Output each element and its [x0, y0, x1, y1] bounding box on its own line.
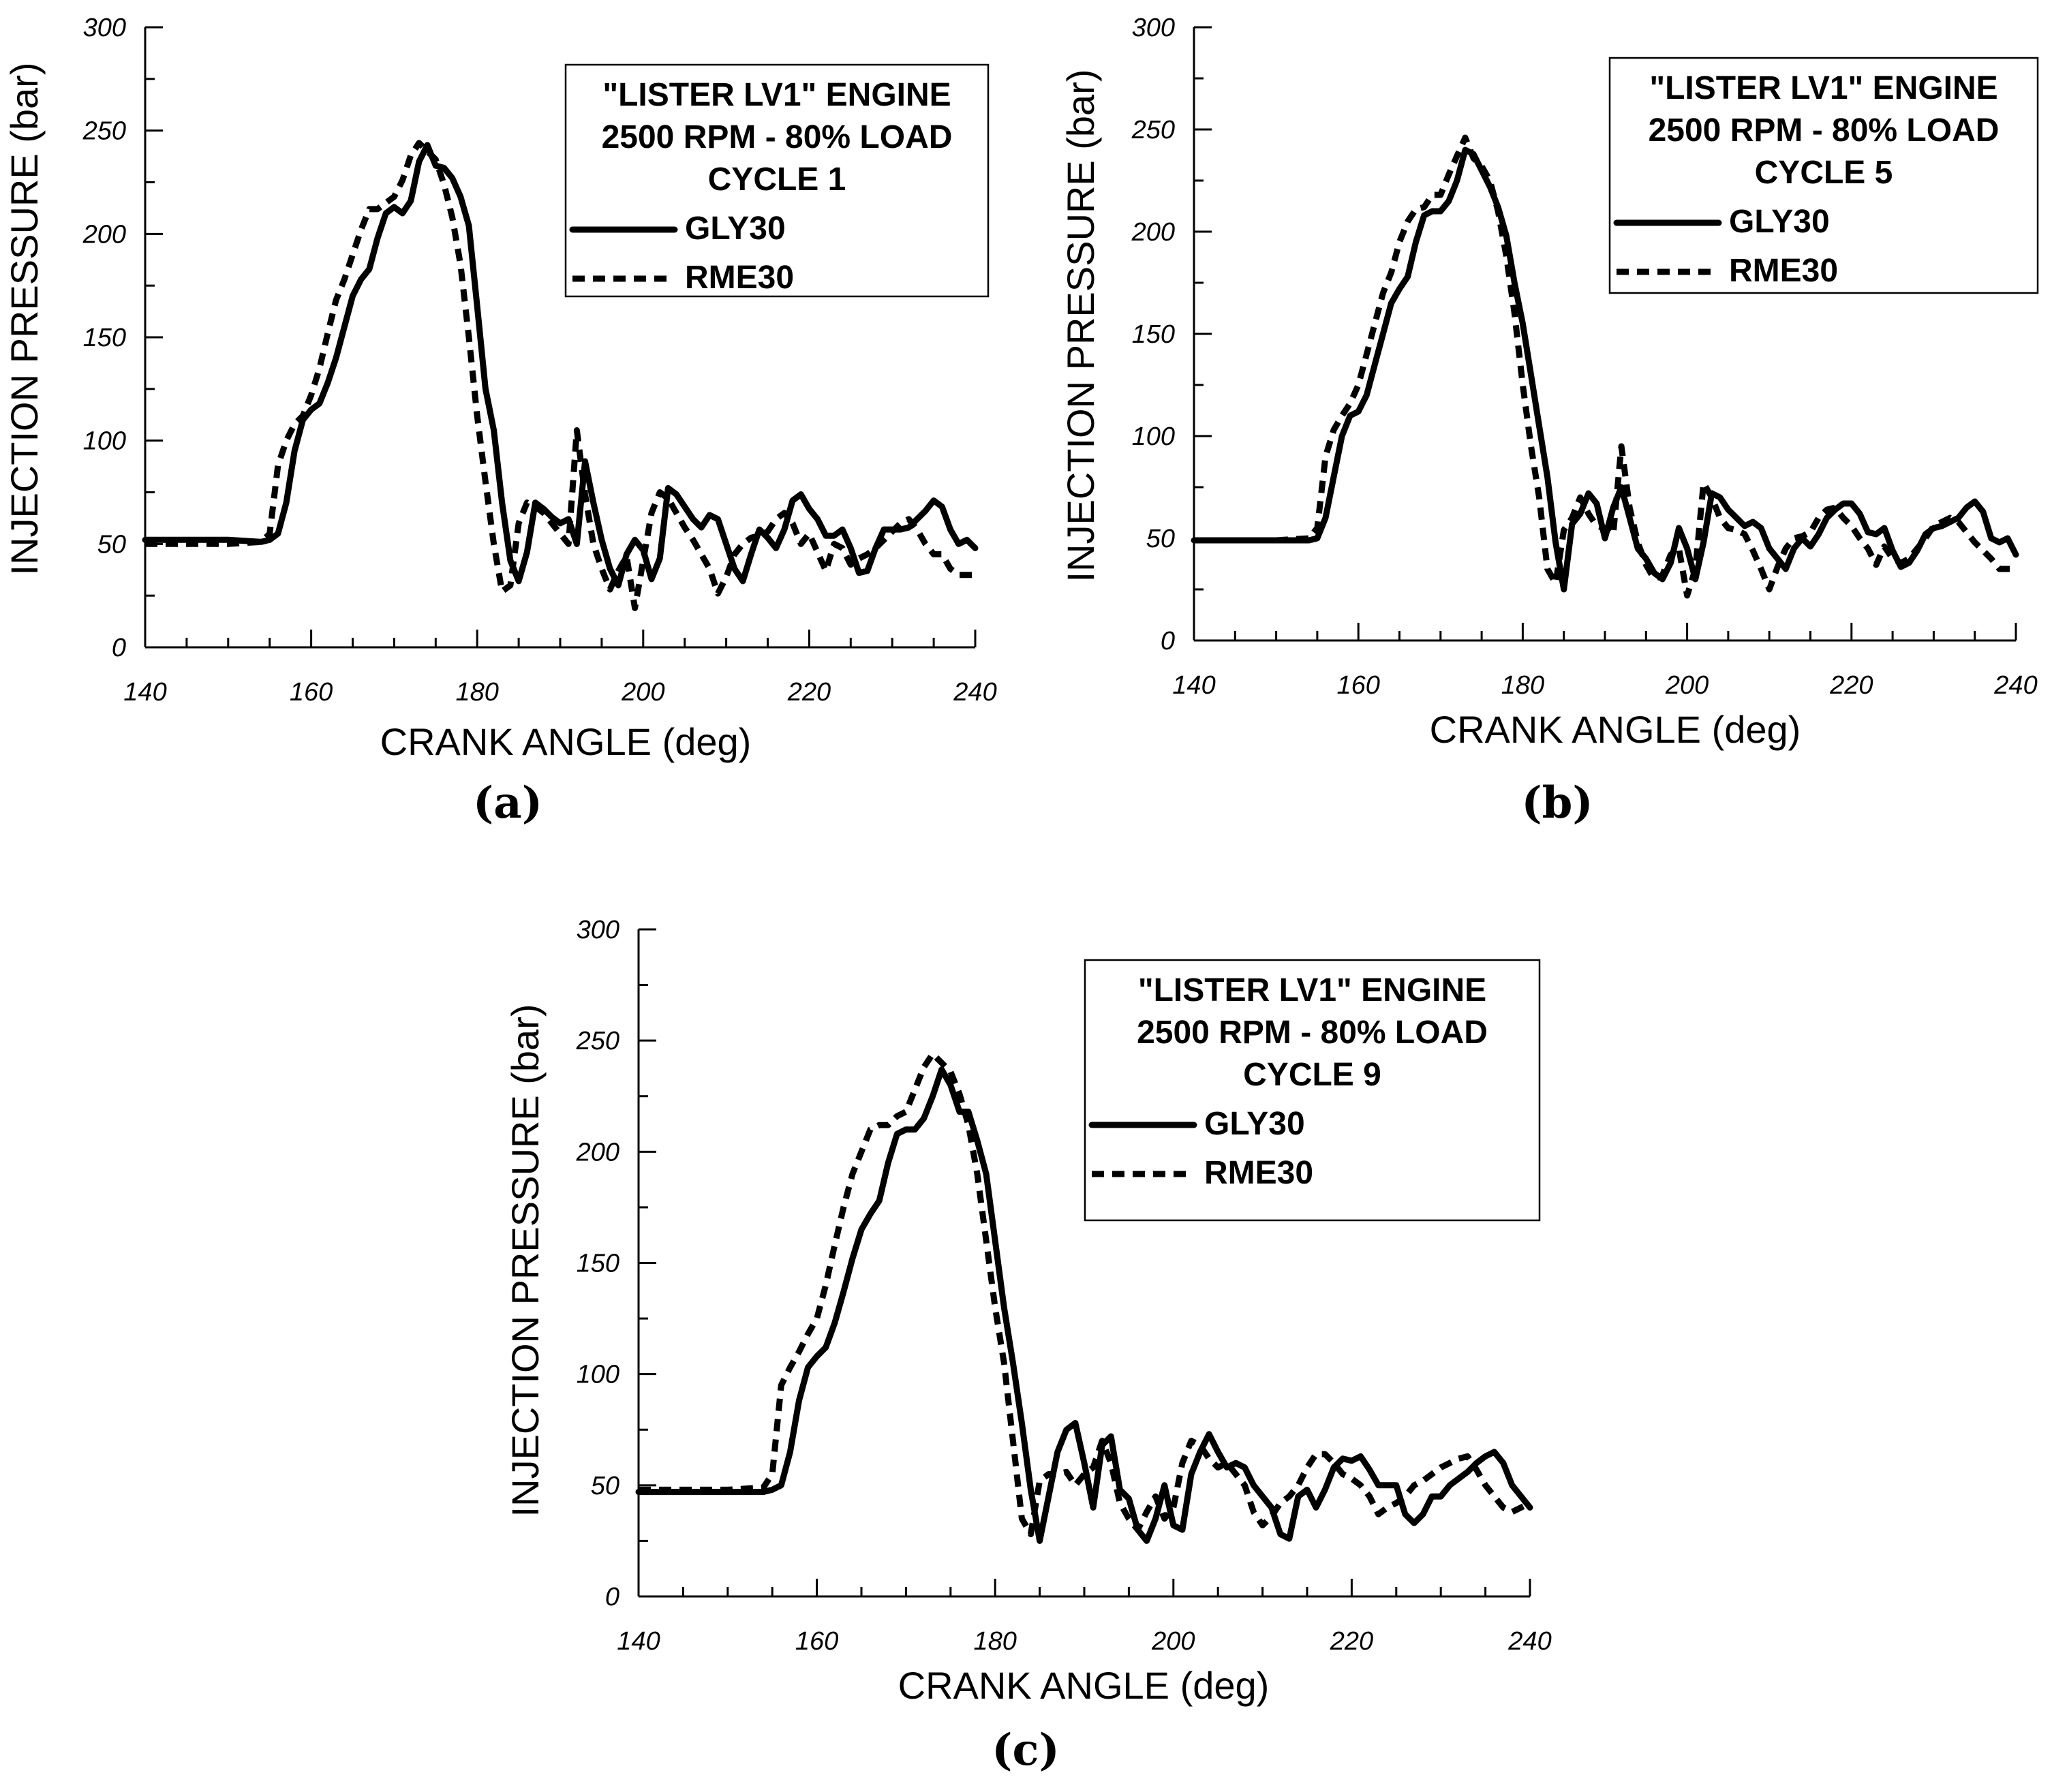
y-tick-label: 0: [605, 1583, 619, 1611]
series-line-gly30: [1191, 146, 2019, 593]
y-tick-label: 150: [577, 1250, 619, 1278]
legend-title-line: 2500 RPM - 80% LOAD: [602, 119, 953, 155]
series-line-rme30: [639, 1051, 1532, 1538]
y-tick-label: 250: [576, 1027, 619, 1055]
x-tick-label: 220: [1330, 1627, 1373, 1656]
x-tick-label: 180: [973, 1627, 1016, 1656]
legend-title-line: "LISTER LV1" ENGINE: [1138, 972, 1486, 1008]
x-tick-label: 200: [1665, 671, 1709, 700]
y-tick-label: 50: [97, 530, 126, 559]
panel-label: (b): [1521, 777, 1593, 829]
legend: "LISTER LV1" ENGINE 2500 RPM - 80% LOAD CY…: [564, 63, 990, 298]
y-axis-title: INJECTION PRESSURE (bar): [504, 1004, 547, 1517]
y-tick-label: 300: [83, 14, 126, 42]
legend-title-line: "LISTER LV1" ENGINE: [602, 77, 951, 113]
x-axis-title: CRANK ANGLE (deg): [1430, 708, 1801, 751]
y-tick-label: 300: [577, 916, 619, 944]
x-tick-label: 160: [1336, 671, 1379, 700]
y-tick-label: 50: [1146, 525, 1175, 553]
y-tick-label: 100: [1132, 422, 1175, 451]
x-tick-label: 140: [123, 678, 166, 707]
x-tick-label: 180: [455, 678, 498, 707]
legend-title-line: CYCLE 9: [1243, 1057, 1381, 1093]
x-tick-label: 220: [1829, 671, 1873, 700]
legend-title-line: "LISTER LV1" ENGINE: [1649, 70, 1997, 106]
x-axis-title: CRANK ANGLE (deg): [380, 720, 752, 763]
legend-entry-gly30: GLY30: [685, 211, 786, 247]
x-tick-label: 220: [787, 678, 831, 707]
legend-box: [564, 63, 990, 298]
series-line-gly30: [142, 142, 979, 589]
y-tick-label: 100: [577, 1361, 619, 1389]
y-axis-title: INJECTION PRESSURE (bar): [3, 63, 46, 576]
series-line-rme30: [1194, 134, 2016, 599]
legend-entry-gly30: GLY30: [1729, 204, 1830, 240]
y-tick-label: 150: [83, 324, 126, 352]
chart-panel-1: 140 160 180 200 220 240 0 50 100 150 200 250 300 CRAN…: [3, 14, 997, 829]
legend-title-line: 2500 RPM - 80% LOAD: [1137, 1015, 1488, 1051]
legend: "LISTER LV1" ENGINE 2500 RPM - 80% LOAD CY…: [1608, 57, 2039, 294]
legend-box: [1608, 57, 2039, 294]
y-tick-label: 0: [1161, 627, 1175, 655]
legend-entry-gly30: GLY30: [1204, 1106, 1305, 1142]
y-tick-label: 150: [1132, 320, 1175, 349]
panel-label: (a): [473, 777, 542, 829]
y-tick-label: 200: [82, 220, 126, 249]
y-tick-label: 200: [576, 1138, 619, 1167]
y-tick-label: 100: [83, 427, 126, 456]
legend-title-line: 2500 RPM - 80% LOAD: [1649, 112, 2000, 149]
y-tick-label: 0: [112, 634, 126, 662]
legend-entry-rme30: RME30: [1729, 253, 1838, 289]
x-axis-title: CRANK ANGLE (deg): [898, 1664, 1270, 1707]
x-tick-label: 160: [290, 678, 333, 707]
x-tick-label: 180: [1501, 671, 1544, 700]
legend-title-line: CYCLE 1: [708, 161, 846, 198]
legend-entry-rme30: RME30: [685, 260, 794, 296]
chart-panel-2: 140 160 180 200 220 240 0 50 100 150 200 250 300 CRAN…: [1059, 14, 2039, 829]
y-tick-label: 250: [82, 117, 126, 146]
x-tick-label: 160: [795, 1627, 838, 1656]
y-tick-label: 250: [1131, 116, 1175, 144]
x-tick-label: 240: [1507, 1627, 1551, 1656]
y-tick-label: 200: [1131, 218, 1175, 247]
y-tick-label: 50: [591, 1472, 619, 1500]
x-tick-label: 200: [621, 678, 664, 707]
x-tick-label: 140: [617, 1627, 660, 1656]
x-tick-label: 240: [953, 678, 996, 707]
x-tick-label: 240: [1993, 671, 2037, 700]
legend-entry-rme30: RME30: [1204, 1155, 1313, 1191]
x-tick-label: 200: [1151, 1627, 1195, 1656]
legend-title-line: CYCLE 5: [1755, 155, 1893, 191]
chart-panel-3: 140 160 180 200 220 240 0 50 100 150 200 250 300 CRAN…: [504, 916, 1552, 1776]
y-tick-label: 300: [1132, 14, 1175, 42]
x-tick-label: 140: [1172, 671, 1215, 700]
legend: "LISTER LV1" ENGINE 2500 RPM - 80% LOAD CY…: [1084, 959, 1541, 1222]
series-line-rme30: [145, 140, 975, 611]
panel-label: (c): [992, 1725, 1060, 1776]
y-axis-title: INJECTION PRESSURE (bar): [1059, 69, 1102, 583]
